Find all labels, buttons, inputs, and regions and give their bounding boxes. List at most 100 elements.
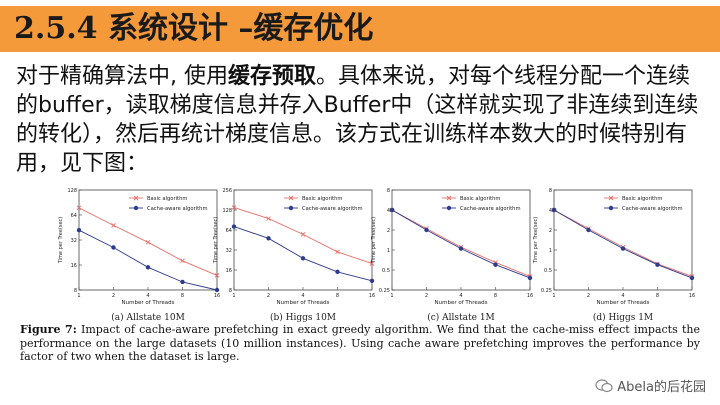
data-point-basic — [266, 216, 271, 221]
y-tick-label: 2 — [549, 228, 552, 234]
x-tick-label: 4 — [621, 293, 624, 299]
data-point-cache-aware — [266, 236, 271, 241]
data-point-cache-aware — [424, 227, 429, 233]
data-point-cache-aware — [180, 279, 185, 285]
legend-label: Basic algorithm — [622, 196, 662, 202]
y-tick-label: 0.25 — [379, 288, 390, 294]
y-tick-label: 256 — [222, 188, 232, 194]
data-point-basic — [335, 249, 340, 255]
data-point-cache-aware — [231, 224, 237, 229]
data-point-basic — [214, 273, 220, 278]
slide-title: 2.5.4 系统设计 –缓存优化 — [0, 6, 720, 52]
legend-label: Basic algorithm — [147, 196, 187, 202]
data-point-cache-aware — [335, 269, 340, 275]
x-axis-label: Number of Threads — [597, 300, 650, 306]
x-tick-label: 8 — [494, 293, 497, 299]
legend-marker-cache-aware — [446, 205, 452, 211]
plot-frame — [78, 189, 218, 291]
body-text-post: 。具体来说，对每个线程分配一个连续的buffer，读取梯度信息并存入Buffer… — [16, 64, 699, 176]
data-point-cache-aware — [458, 246, 464, 251]
data-point-cache-aware — [300, 256, 306, 261]
y-tick-label: 16 — [226, 268, 232, 274]
y-tick-label: 4 — [387, 208, 390, 214]
legend-label: Cache-aware algorithm — [460, 206, 521, 212]
y-axis-label: Time per Tree(sec) — [533, 217, 539, 265]
y-tick-label: 1 — [549, 248, 552, 254]
y-tick-label: 0.5 — [544, 268, 552, 274]
x-tick-label: 1 — [77, 293, 80, 299]
y-tick-label: 8 — [74, 288, 77, 294]
legend-label: Cache-aware algorithm — [622, 206, 683, 212]
y-axis-label: Time per Tree(sec) — [58, 217, 64, 265]
x-tick-label: 1 — [390, 293, 393, 299]
data-point-basic — [111, 223, 116, 228]
chart-subtitle: (c) Allstate 1M — [427, 312, 495, 323]
chart-subtitle: (a) Allstate 10M — [111, 312, 185, 323]
chart-subtitle: (b) Higgs 10M — [270, 312, 336, 323]
data-point-basic — [145, 240, 151, 245]
legend-marker-cache-aware — [608, 205, 614, 211]
legend-marker-cache-aware — [288, 205, 294, 211]
legend-label: Basic algorithm — [302, 196, 342, 202]
y-tick-label: 4 — [549, 208, 552, 214]
legend-label: Basic algorithm — [460, 196, 500, 202]
x-tick-label: 2 — [112, 293, 115, 299]
x-tick-label: 4 — [301, 293, 304, 299]
x-tick-label: 16 — [369, 293, 375, 299]
x-tick-label: 2 — [587, 293, 590, 299]
y-tick-label: 64 — [226, 228, 232, 234]
data-point-basic — [231, 205, 237, 210]
y-tick-label: 8 — [549, 188, 552, 194]
chart-svg-a: 8 16 32 64 128 1 2 4 8 16 Number of Threads Time pe… — [58, 188, 220, 323]
data-point-cache-aware — [369, 278, 375, 284]
y-tick-label: 1 — [387, 248, 390, 254]
plot-frame — [391, 189, 531, 291]
y-axis-label: Time per Tree(sec) — [213, 217, 219, 265]
x-axis-label: Number of Threads — [277, 300, 330, 306]
caption-label: Figure 7: — [20, 323, 77, 336]
x-axis-label: Number of Threads — [435, 300, 488, 306]
y-tick-label: 0.25 — [541, 288, 552, 294]
data-point-cache-aware — [493, 262, 498, 267]
series-line-basic — [553, 209, 693, 277]
plot-frame — [553, 189, 693, 291]
x-tick-label: 1 — [232, 293, 235, 299]
x-tick-label: 16 — [527, 293, 533, 299]
data-point-cache-aware — [111, 245, 116, 250]
chart-allstate-1m: 0.25 0.5 1 2 4 8 1 2 4 8 16 Number of Threads Time p… — [368, 182, 540, 332]
chart-higgs-1m: 0.25 0.5 1 2 4 8 1 2 4 8 16 Number of Threads Time p… — [530, 182, 702, 332]
x-tick-label: 4 — [459, 293, 462, 299]
y-tick-label: 8 — [229, 288, 232, 294]
x-tick-label: 16 — [214, 293, 220, 299]
x-tick-label: 8 — [181, 293, 184, 299]
y-axis-label: Time per Tree(sec) — [371, 217, 377, 265]
wechat-icon — [595, 378, 613, 392]
legend-marker-basic — [133, 195, 139, 201]
x-tick-label: 8 — [656, 293, 659, 299]
body-paragraph: 对于精确算法中, 使用缓存预取。具体来说，对每个线程分配一个连续的buffer，… — [16, 62, 706, 178]
data-point-cache-aware — [527, 275, 533, 281]
watermark: Abela的后花园 — [595, 376, 706, 395]
chart-subtitle: (d) Higgs 1M — [593, 312, 653, 323]
data-point-basic — [369, 261, 375, 266]
data-point-cache-aware — [214, 287, 220, 293]
series-line-basic — [391, 209, 531, 277]
watermark-text: Abela的后花园 — [617, 380, 706, 395]
y-tick-label: 32 — [71, 238, 77, 244]
legend-marker-basic — [608, 195, 614, 201]
y-tick-label: 128 — [67, 188, 77, 194]
legend-marker-cache-aware — [133, 205, 139, 211]
legend-label: Cache-aware algorithm — [302, 206, 363, 212]
figure-caption: Figure 7: Impact of cache-aware prefetch… — [20, 323, 700, 364]
series-line-cache-aware — [553, 209, 693, 279]
y-tick-label: 16 — [71, 263, 77, 269]
data-point-cache-aware — [655, 262, 660, 267]
data-point-cache-aware — [389, 207, 395, 213]
legend-marker-basic — [446, 195, 452, 201]
data-point-cache-aware — [689, 275, 695, 281]
data-point-basic — [180, 258, 185, 264]
y-tick-label: 2 — [387, 228, 390, 234]
x-tick-label: 16 — [689, 293, 695, 299]
chart-allstate-10m: 8 16 32 64 128 1 2 4 8 16 Number of Threads Time pe… — [55, 182, 227, 332]
